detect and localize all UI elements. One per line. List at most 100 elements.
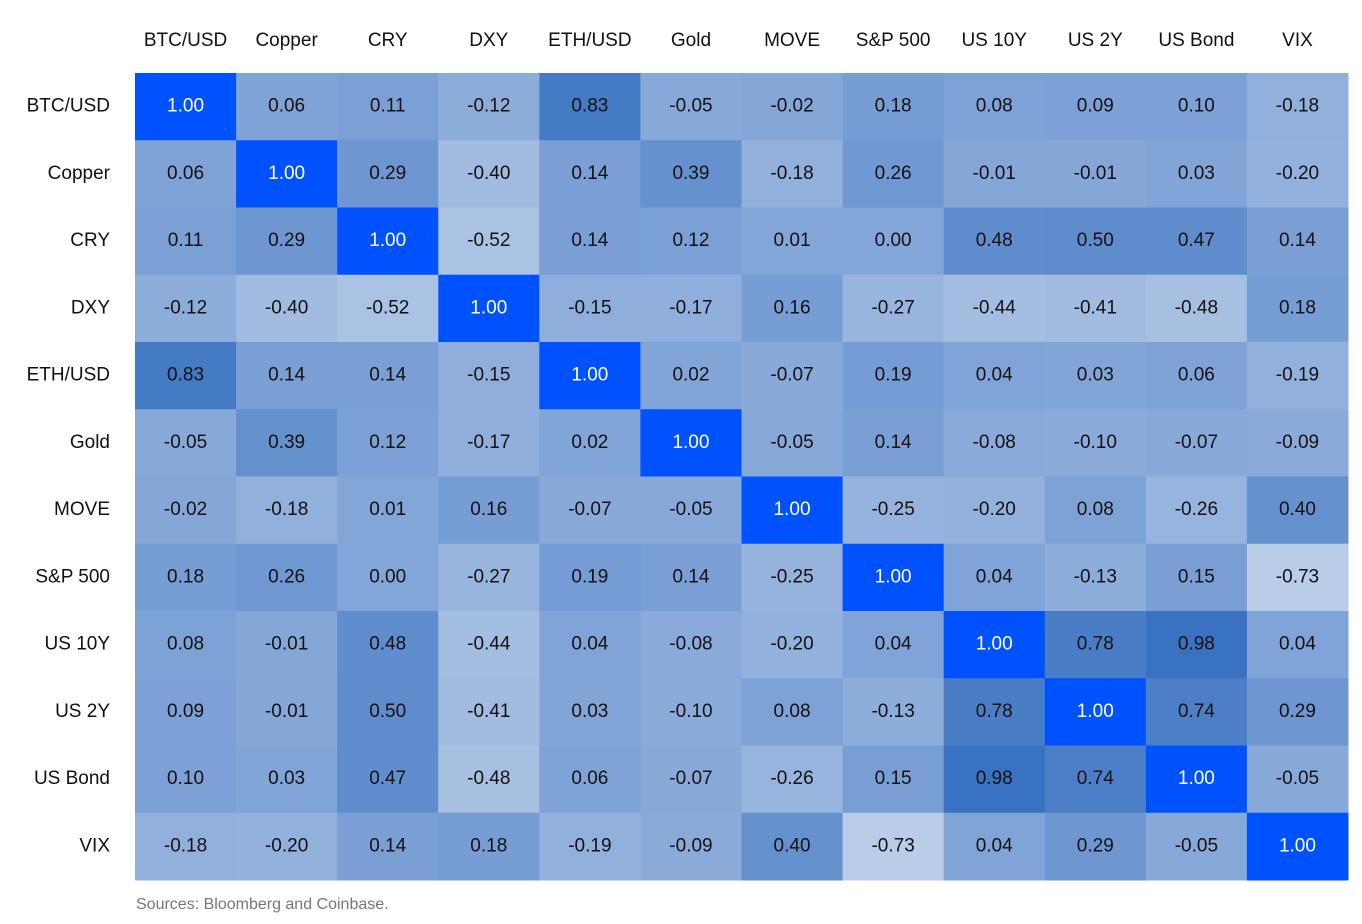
value-label: 1.00	[369, 230, 406, 251]
value-label: -0.05	[1276, 768, 1319, 789]
value-label: 0.14	[268, 365, 305, 386]
value-label: -0.05	[1175, 835, 1218, 856]
value-label: 0.48	[369, 634, 406, 655]
value-label: 0.74	[1077, 768, 1114, 789]
value-label: 0.26	[875, 163, 912, 184]
heatmap-cell	[741, 611, 844, 679]
heatmap-cell	[640, 745, 742, 814]
heatmap-cell	[135, 342, 237, 410]
value-label: -0.15	[568, 297, 611, 318]
heatmap-cell	[943, 543, 1046, 612]
value-label: 0.14	[571, 163, 608, 184]
heatmap-cell	[741, 73, 844, 141]
heatmap-cell	[640, 73, 742, 141]
value-label: 0.04	[1279, 634, 1316, 655]
heatmap-cell	[236, 274, 338, 343]
heatmap-cell	[337, 812, 439, 881]
value-label: 0.04	[976, 566, 1013, 587]
value-label: 0.10	[167, 768, 204, 789]
heatmap-cell	[842, 73, 945, 141]
heatmap-cell	[1044, 274, 1147, 343]
value-label: -0.17	[669, 297, 712, 318]
value-label: -0.27	[871, 297, 914, 318]
value-label: -0.08	[973, 432, 1016, 453]
value-label: 0.18	[875, 96, 912, 117]
value-label: -0.13	[1074, 566, 1117, 587]
value-label: 1.00	[976, 634, 1013, 655]
value-label: 0.14	[571, 230, 608, 251]
y-tick-label: ETH/USD	[27, 365, 110, 386]
heatmap-cell	[943, 476, 1046, 545]
value-label: 0.26	[268, 566, 305, 587]
value-label: 1.00	[774, 499, 811, 520]
y-tick-label: US Bond	[34, 768, 110, 789]
heatmap-cell	[640, 476, 742, 545]
value-label: -0.27	[467, 566, 510, 587]
heatmap-cell	[640, 207, 742, 276]
value-label: -0.44	[467, 634, 511, 655]
value-label: 0.98	[1178, 634, 1215, 655]
heatmap-cell	[438, 73, 540, 141]
x-tick-label: CRY	[368, 30, 408, 51]
y-tick-label: VIX	[79, 835, 110, 856]
value-label: 0.50	[1077, 230, 1114, 251]
heatmap-cell	[539, 476, 641, 545]
value-label: 0.03	[1077, 365, 1114, 386]
value-label: 0.83	[571, 96, 608, 117]
value-label: 0.74	[1178, 701, 1215, 722]
value-label: -0.17	[467, 432, 510, 453]
value-label: -0.05	[164, 432, 207, 453]
heatmap-cell	[337, 274, 439, 343]
heatmap-cell	[1145, 745, 1248, 814]
value-label: 0.11	[370, 96, 406, 117]
value-label: 0.83	[167, 365, 204, 386]
value-label: 0.06	[571, 768, 608, 789]
heatmap-cell	[640, 543, 742, 612]
heatmap-cell	[539, 678, 641, 746]
value-label: 0.15	[875, 768, 912, 789]
heatmap-cell	[135, 812, 237, 881]
value-label: 0.29	[369, 163, 406, 184]
heatmap-cell	[1145, 611, 1248, 679]
value-label: -0.09	[1276, 432, 1319, 453]
value-label: -0.12	[164, 297, 207, 318]
value-label: 0.11	[168, 230, 204, 251]
y-tick-label: MOVE	[54, 499, 110, 520]
value-label: -0.05	[770, 432, 813, 453]
heatmap-cell	[842, 543, 945, 612]
heatmap-cell	[438, 342, 540, 410]
value-label: 0.18	[1279, 297, 1316, 318]
value-label: 0.18	[470, 835, 507, 856]
heatmap-cell	[135, 611, 237, 679]
value-label: -0.13	[871, 701, 914, 722]
heatmap-cell	[539, 543, 641, 612]
value-label: 0.12	[672, 230, 709, 251]
heatmap-cell	[1246, 678, 1349, 746]
heatmap-cell	[539, 274, 641, 343]
value-label: -0.20	[973, 499, 1016, 520]
value-label: -0.41	[467, 701, 510, 722]
value-label: -0.25	[770, 566, 813, 587]
value-label: 0.04	[571, 634, 608, 655]
heatmap-cell	[135, 476, 237, 545]
heatmap-cell	[1246, 745, 1349, 814]
heatmap-cell	[943, 73, 1046, 141]
heatmap-cell	[337, 611, 439, 679]
x-tick-label: US Bond	[1158, 30, 1234, 51]
value-label: 0.12	[369, 432, 406, 453]
heatmap-cell	[741, 745, 844, 814]
heatmap-cell	[1246, 140, 1349, 208]
value-label: 0.01	[774, 230, 811, 251]
heatmap-cell	[337, 140, 439, 208]
heatmap-cell	[741, 678, 844, 746]
heatmap-cell	[943, 274, 1046, 343]
value-label: -0.19	[568, 835, 611, 856]
value-label: 0.47	[369, 768, 406, 789]
heatmap-cell	[943, 207, 1046, 276]
value-label: 0.40	[1279, 499, 1316, 520]
heatmap-cell	[1145, 140, 1248, 208]
heatmap-cell	[539, 73, 641, 141]
heatmap-cell	[943, 678, 1046, 746]
value-label: -0.48	[467, 768, 510, 789]
value-label: 0.39	[268, 432, 305, 453]
